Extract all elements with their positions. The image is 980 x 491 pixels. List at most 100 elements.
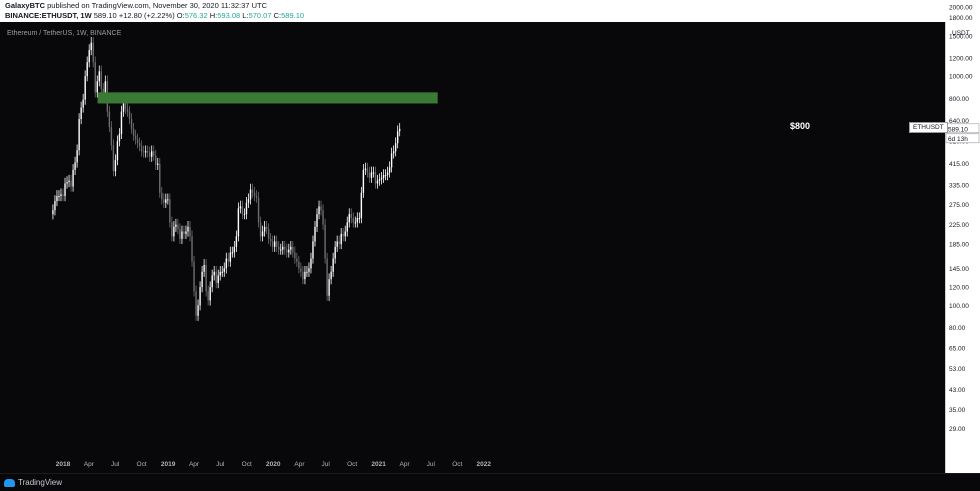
low-value: 570.07 (248, 11, 272, 20)
candle-body (304, 271, 306, 280)
candle-body (340, 233, 342, 245)
candle-body (390, 153, 393, 168)
price-tick-label: 185.00 (949, 242, 969, 249)
candle-body (364, 168, 367, 170)
candle-body (153, 151, 155, 156)
candle-body (205, 264, 207, 292)
candle-body (66, 182, 68, 184)
price-tick-label: 43.00 (949, 387, 966, 394)
symbol-line: BINANCE:ETHUSDT, 1W (5, 11, 92, 20)
price-tick-label: 415.00 (949, 161, 969, 168)
candle-body (185, 231, 187, 234)
price-tick-label: 800.00 (949, 96, 969, 103)
candle-body (392, 151, 395, 154)
candle-body (92, 42, 94, 63)
candle-body (316, 214, 318, 227)
candle-body (324, 224, 326, 259)
candle-body (76, 150, 78, 163)
candle-body (233, 246, 236, 253)
tradingview-logo[interactable]: TradingView (4, 478, 62, 487)
candle-body (306, 271, 308, 273)
time-axis[interactable] (0, 455, 945, 473)
price-tick-label: 80.00 (949, 325, 966, 332)
cloud-icon (4, 478, 15, 487)
candle-body (193, 261, 195, 292)
candle-body (52, 210, 54, 215)
candle-body (263, 226, 266, 232)
candle-body (366, 168, 369, 173)
time-tick-label: Jul (427, 461, 436, 468)
price-tick-label: 275.00 (949, 202, 969, 209)
candle-body (376, 180, 379, 184)
price-tick-label: 145.00 (949, 266, 969, 273)
countdown-label: 6d 13h (948, 136, 968, 143)
candle-body (82, 99, 84, 108)
time-tick-label: Oct (347, 461, 357, 468)
candle-body (88, 50, 90, 63)
candle-body (197, 305, 199, 316)
time-tick-label: Jul (321, 461, 330, 468)
candle-body (217, 275, 219, 284)
last-price-label: 589.10 (948, 126, 968, 133)
candle-body (396, 131, 399, 144)
candle-body (358, 218, 361, 220)
candle-body (219, 271, 221, 276)
candle-body (282, 246, 284, 250)
candle-body (288, 249, 290, 253)
candle-body (215, 271, 217, 284)
publisher-name[interactable]: GalaxyBTC (5, 1, 46, 10)
time-tick-label: 2022 (477, 461, 492, 468)
candle-body (207, 291, 209, 301)
price-tick-label: 1000.00 (949, 74, 973, 81)
candle-body (380, 177, 383, 180)
resistance-label: $800 (790, 121, 811, 131)
candle-body (253, 192, 256, 196)
candle-body (388, 167, 391, 173)
price-tick-label: 335.00 (949, 182, 969, 189)
price-tick-label: 1800.00 (949, 15, 973, 22)
candle-body (169, 199, 171, 223)
candle-body (86, 62, 88, 77)
price-axis[interactable] (945, 22, 980, 473)
candle-body (122, 100, 125, 112)
candle-body (72, 169, 74, 187)
candle-body (144, 151, 147, 153)
price-tick-label: 2200.00 (949, 0, 973, 2)
candle-body (239, 206, 242, 209)
symbol-info: Ethereum / TetherUS, 1W, BINANCE (7, 30, 122, 37)
header-line-2: BINANCE:ETHUSDT, 1W 589.10 +12.80 (+2.22… (5, 11, 975, 21)
candle-body (213, 271, 215, 276)
price-ticks-group: 2400.002200.002000.001800.001500.001200.… (945, 0, 980, 433)
candle-body (181, 231, 183, 239)
candle-body (249, 189, 252, 200)
candle-body (378, 179, 381, 181)
candle-body (183, 231, 185, 234)
candle-body (330, 271, 332, 280)
candle-body (384, 175, 387, 177)
candle-body (138, 143, 141, 147)
currency-label: USDT (952, 30, 970, 37)
candle-body (269, 238, 272, 242)
candle-body (350, 214, 352, 219)
candle-body (58, 195, 60, 197)
open-label: O: (176, 11, 185, 20)
candle-body (94, 62, 96, 93)
candle-body (261, 231, 264, 237)
candle-body (221, 271, 223, 273)
candle-body (314, 226, 316, 242)
candle-body (70, 180, 72, 187)
candle-body (312, 241, 314, 259)
time-tick-label: Apr (400, 461, 411, 468)
candle-body (368, 172, 371, 178)
candle-body (227, 258, 230, 262)
time-tick-label: Oct (452, 461, 462, 468)
candle-body (273, 241, 276, 247)
candle-body (290, 246, 292, 250)
candle-body (257, 197, 260, 223)
time-tick-label: 2020 (266, 461, 281, 468)
candle-body (292, 246, 294, 253)
candle-body (328, 279, 330, 296)
candle-body (245, 202, 248, 215)
candle-body (98, 71, 100, 82)
